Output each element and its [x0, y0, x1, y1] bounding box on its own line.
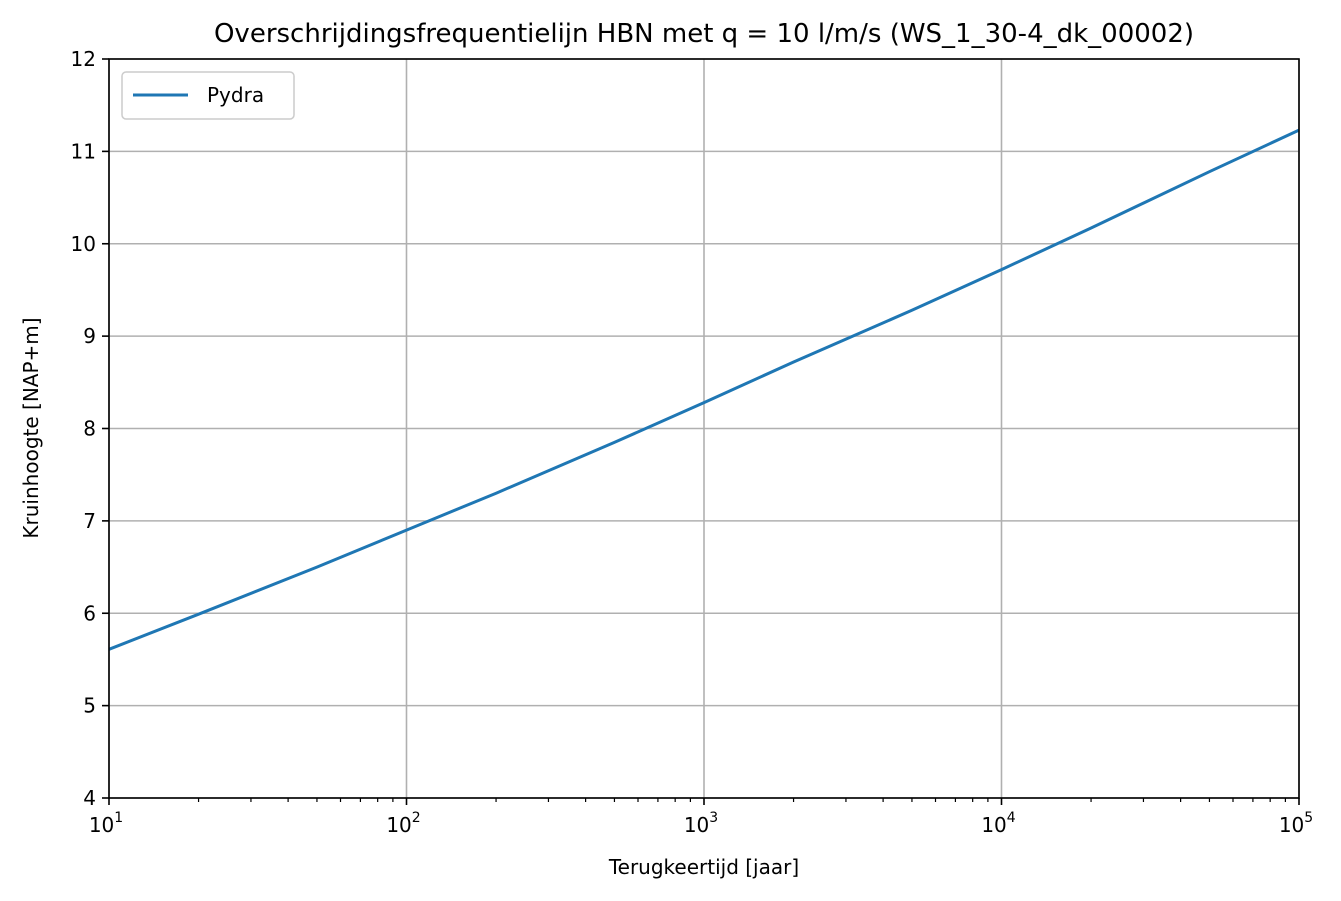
x-tick-base: 10 — [386, 813, 411, 837]
y-tick-label: 9 — [83, 324, 96, 348]
y-tick-label: 5 — [83, 694, 96, 718]
x-axis-label: Terugkeertijd [jaar] — [608, 855, 799, 879]
x-tick-exponent: 2 — [412, 810, 421, 826]
y-tick-label: 6 — [83, 601, 96, 625]
legend: Pydra — [121, 71, 295, 120]
x-tick-exponent: 4 — [1007, 810, 1016, 826]
y-axis-ticks: 4 5 6 7 8 9 10 11 12 — [71, 47, 109, 810]
series-line-pydra — [108, 128, 1300, 651]
y-tick-label: 4 — [83, 786, 96, 810]
x-tick-label: 101 — [89, 810, 123, 837]
y-tick-label: 11 — [71, 139, 96, 163]
x-tick-label: 104 — [981, 810, 1015, 837]
x-tick-label: 102 — [386, 810, 420, 837]
chart-title: Overschrijdingsfrequentielijn HBN met q … — [214, 19, 1194, 49]
x-tick-exponent: 5 — [1304, 810, 1313, 826]
x-tick-label: 105 — [1279, 810, 1313, 837]
legend-label: Pydra — [207, 83, 264, 107]
y-tick-label: 8 — [83, 417, 96, 441]
y-tick-label: 12 — [71, 47, 96, 71]
y-tick-label: 7 — [83, 509, 96, 533]
y-axis-label: Kruinhoogte [NAP+m] — [19, 317, 43, 538]
legend-box — [121, 71, 295, 120]
x-tick-exponent: 1 — [114, 810, 123, 826]
minor-ticks — [197, 798, 1286, 802]
x-tick-label: 103 — [684, 810, 718, 837]
x-tick-base: 10 — [684, 813, 709, 837]
y-tick-label: 10 — [71, 232, 96, 256]
grid-lines — [108, 58, 1300, 799]
x-tick-exponent: 3 — [709, 810, 718, 826]
x-axis-ticks: 101 102 103 104 105 — [89, 798, 1313, 837]
x-tick-base: 10 — [89, 813, 114, 837]
x-tick-base: 10 — [981, 813, 1006, 837]
x-tick-base: 10 — [1279, 813, 1304, 837]
series-layer — [108, 128, 1300, 651]
